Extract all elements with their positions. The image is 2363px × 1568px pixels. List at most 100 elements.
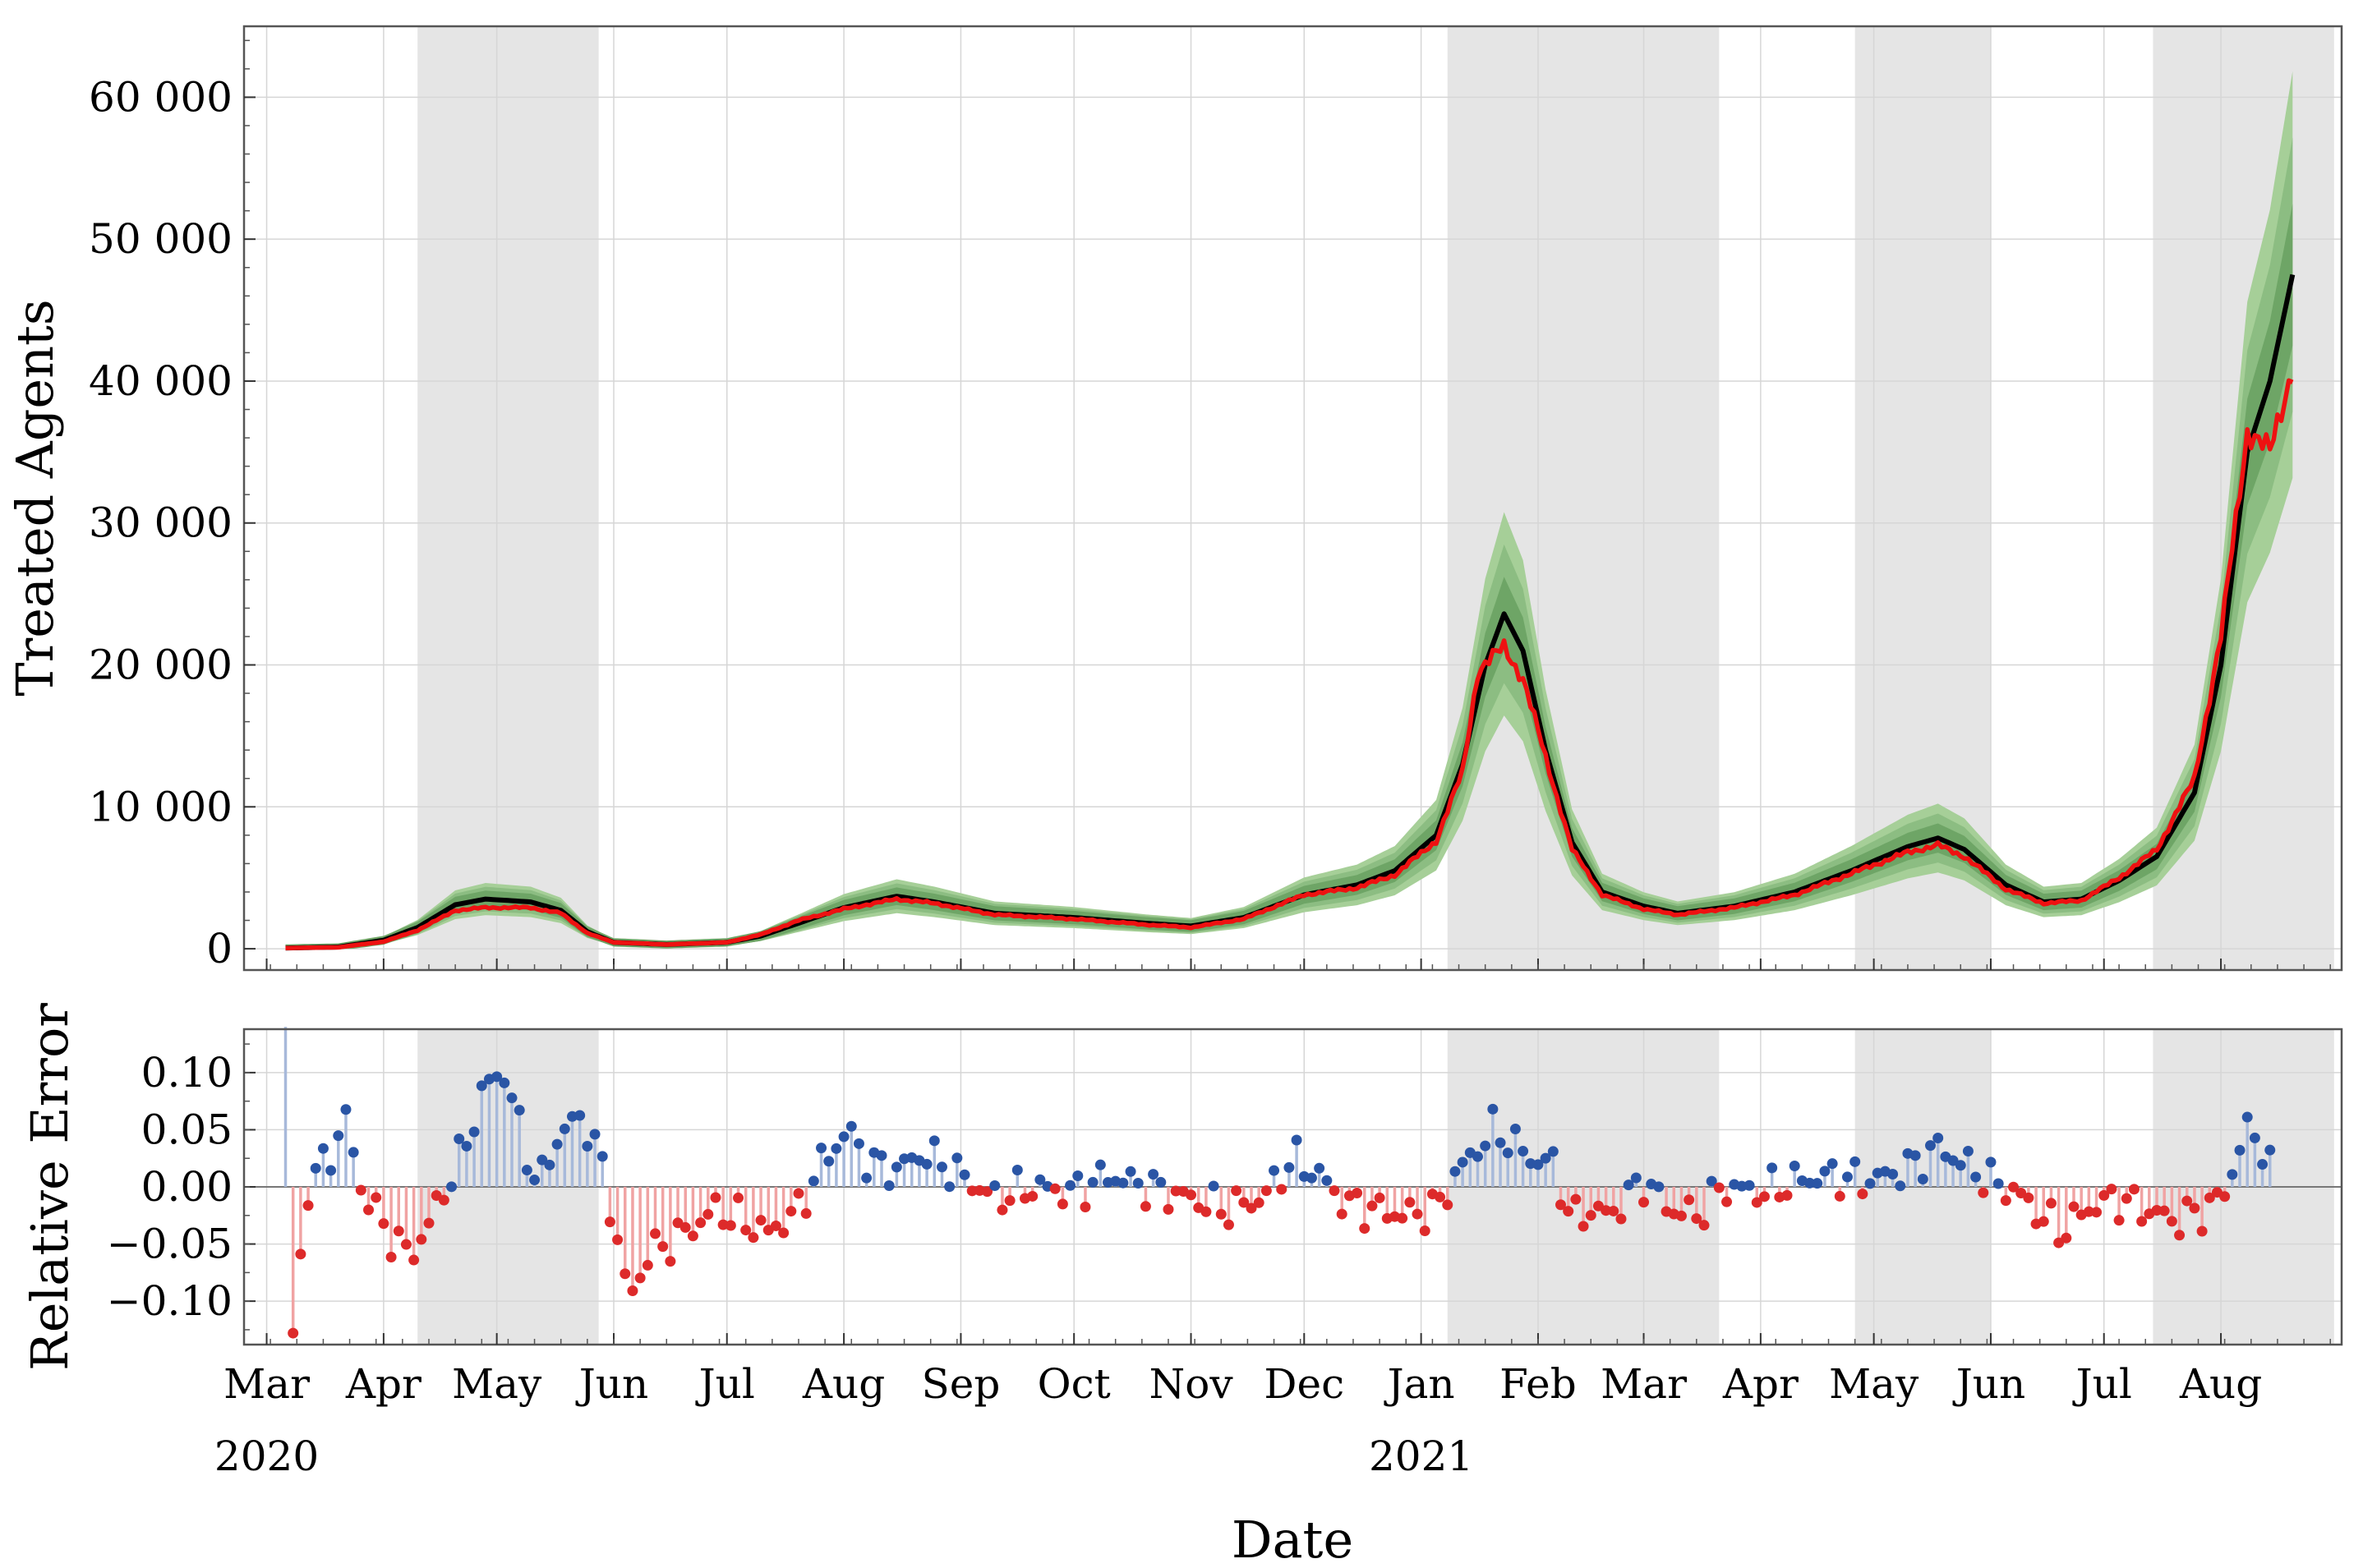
x-year-label-1: 2021 bbox=[1369, 1432, 1473, 1480]
error-point bbox=[1215, 1208, 1227, 1220]
error-point bbox=[1155, 1176, 1167, 1188]
error-point bbox=[989, 1179, 1001, 1191]
error-point bbox=[1163, 1203, 1174, 1215]
top-y-tick-labels: 0 10 000 20 000 30 000 40 000 50 000 60 000 bbox=[89, 73, 233, 973]
error-point bbox=[1291, 1134, 1302, 1146]
error-point bbox=[1955, 1160, 1966, 1171]
error-point bbox=[1140, 1201, 1151, 1212]
error-point bbox=[702, 1208, 714, 1220]
x-tick-label-10: Jan bbox=[1384, 1360, 1455, 1408]
top-series-lines bbox=[285, 274, 2296, 951]
x-tick-label-17: Aug bbox=[2179, 1360, 2262, 1408]
error-point bbox=[2128, 1184, 2140, 1195]
error-point bbox=[1034, 1174, 1046, 1185]
error-point bbox=[1125, 1166, 1136, 1177]
error-point bbox=[1027, 1190, 1039, 1202]
error-point bbox=[1585, 1210, 1596, 1221]
error-point bbox=[1412, 1208, 1423, 1220]
x-tick-label-9: Dec bbox=[1264, 1360, 1344, 1408]
error-point bbox=[1841, 1171, 1853, 1183]
error-point bbox=[1442, 1199, 1453, 1211]
bottom-panel: −0.10 −0.05 0.00 0.05 0.10 Mar Apr May Jun Jul Au… bbox=[20, 1003, 2343, 1568]
x-tick-label-0: Mar bbox=[223, 1360, 310, 1408]
bottom-y-tick-label-1: −0.05 bbox=[107, 1221, 233, 1268]
error-point bbox=[1789, 1160, 1800, 1171]
error-point bbox=[1186, 1189, 1197, 1201]
error-point bbox=[959, 1169, 970, 1180]
error-point bbox=[476, 1080, 487, 1092]
x-tick-label-4: Jul bbox=[695, 1360, 755, 1408]
top-y-tick-label-4: 40 000 bbox=[89, 357, 233, 405]
error-point bbox=[845, 1120, 857, 1132]
error-point bbox=[2166, 1216, 2177, 1227]
error-point bbox=[1623, 1179, 1634, 1191]
error-point bbox=[1608, 1205, 1619, 1216]
error-point bbox=[1857, 1189, 1868, 1200]
error-point bbox=[340, 1104, 352, 1115]
error-point bbox=[2264, 1144, 2276, 1156]
error-point bbox=[1495, 1137, 1506, 1148]
error-point bbox=[363, 1204, 375, 1216]
error-point bbox=[491, 1071, 503, 1083]
error-point bbox=[1246, 1202, 1257, 1214]
error-point bbox=[665, 1256, 676, 1267]
error-point bbox=[823, 1156, 835, 1167]
error-point bbox=[755, 1215, 767, 1226]
top-y-tick-label-2: 20 000 bbox=[89, 641, 233, 689]
x-tick-label-13: Apr bbox=[1722, 1360, 1799, 1408]
error-point bbox=[1132, 1177, 1144, 1189]
x-tick-label-7: Oct bbox=[1038, 1360, 1111, 1408]
top-y-tick-label-5: 50 000 bbox=[89, 215, 233, 263]
error-point bbox=[2038, 1216, 2049, 1227]
error-point bbox=[1917, 1174, 1928, 1185]
error-point bbox=[1314, 1162, 1325, 1174]
error-point bbox=[1253, 1197, 1264, 1208]
x-tick-label-1: Apr bbox=[345, 1360, 421, 1408]
error-point bbox=[1970, 1171, 1982, 1183]
x-tick-label-3: Jun bbox=[575, 1360, 648, 1408]
error-point bbox=[2234, 1144, 2246, 1156]
error-point bbox=[1336, 1208, 1347, 1220]
error-point bbox=[400, 1239, 412, 1250]
error-point bbox=[310, 1162, 321, 1174]
error-point bbox=[1698, 1220, 1710, 1231]
error-point bbox=[408, 1254, 420, 1266]
error-point bbox=[1457, 1156, 1468, 1168]
error-point bbox=[574, 1110, 586, 1121]
error-point bbox=[2249, 1132, 2260, 1143]
error-point bbox=[2189, 1202, 2200, 1214]
error-point bbox=[1269, 1165, 1280, 1176]
error-point bbox=[951, 1152, 963, 1164]
bottom-y-tick-label-0: −0.10 bbox=[107, 1277, 233, 1325]
error-point bbox=[1397, 1212, 1408, 1224]
error-point bbox=[378, 1218, 389, 1230]
error-point bbox=[1148, 1169, 1159, 1180]
error-point bbox=[1170, 1185, 1182, 1197]
error-point bbox=[537, 1154, 548, 1166]
error-point bbox=[438, 1194, 449, 1206]
error-point bbox=[1449, 1166, 1461, 1177]
x-tick-label-16: Jul bbox=[2072, 1360, 2132, 1408]
error-point bbox=[2068, 1201, 2080, 1212]
error-point bbox=[861, 1172, 873, 1184]
error-point bbox=[2106, 1184, 2117, 1195]
x-tick-label-6: Sep bbox=[921, 1360, 1000, 1408]
bottom-y-tick-label-3: 0.05 bbox=[141, 1106, 233, 1153]
error-point bbox=[1094, 1159, 1106, 1170]
error-point bbox=[997, 1204, 1008, 1216]
bottom-y-tick-label-4: 0.10 bbox=[141, 1049, 233, 1097]
error-point bbox=[1049, 1183, 1061, 1194]
shaded-period-top-1 bbox=[1447, 26, 1720, 970]
error-point bbox=[1864, 1178, 1876, 1189]
error-point bbox=[446, 1181, 458, 1193]
error-point bbox=[1992, 1178, 2004, 1189]
error-point bbox=[1352, 1188, 1363, 1199]
top-y-tick-label-1: 10 000 bbox=[89, 783, 233, 830]
x-axis-title: Date bbox=[1232, 1510, 1353, 1568]
error-point bbox=[2241, 1111, 2253, 1123]
error-point bbox=[514, 1105, 525, 1116]
error-point bbox=[1435, 1191, 1446, 1202]
x-tick-label-14: May bbox=[1829, 1360, 1919, 1408]
error-point bbox=[1419, 1225, 1430, 1237]
error-point bbox=[725, 1220, 736, 1231]
